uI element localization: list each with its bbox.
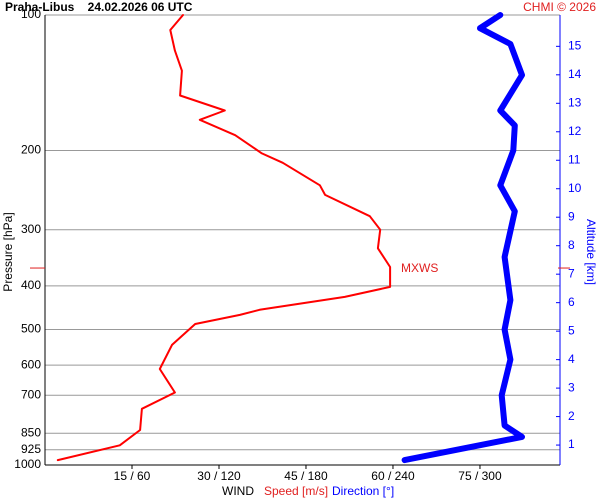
x-tick-label: 75 / 300 — [458, 469, 502, 483]
x-tick-label: 45 / 180 — [284, 469, 328, 483]
y2-tick-label: 8 — [568, 238, 575, 252]
y2-tick-label: 6 — [568, 295, 575, 309]
x-tick-label: 60 / 240 — [371, 469, 415, 483]
y2-tick-label: 12 — [568, 124, 582, 138]
x-tick-label: 15 / 60 — [114, 469, 151, 483]
y-tick-label: 400 — [21, 278, 41, 292]
y2-tick-label: 13 — [568, 95, 582, 109]
annotation: MXWS — [401, 261, 438, 275]
y-tick-label: 100 — [21, 7, 41, 21]
y-tick-label: 300 — [21, 222, 41, 236]
y2-tick-label: 10 — [568, 181, 582, 195]
series-line — [401, 12, 525, 464]
y2-tick-label: 1 — [568, 437, 575, 451]
y-tick-label: 1000 — [14, 457, 41, 471]
x-axis-label-direction: Direction [°] — [332, 484, 394, 498]
y2-tick-label: 14 — [568, 67, 582, 81]
y-tick-label: 600 — [21, 357, 41, 371]
y-axis-label: Pressure [hPa] — [1, 212, 15, 291]
y-tick-label: 500 — [21, 322, 41, 336]
y-tick-label: 850 — [21, 425, 41, 439]
y2-tick-label: 5 — [568, 323, 575, 337]
x-tick-label: 30 / 120 — [197, 469, 241, 483]
chart-title: Praha-Libus 24.02.2026 06 UTC — [5, 0, 193, 14]
y2-tick-label: 11 — [568, 152, 581, 166]
y-tick-label: 200 — [21, 143, 41, 157]
y-tick-label: 700 — [21, 387, 41, 401]
y2-tick-label: 2 — [568, 409, 575, 423]
y2-tick-label: 4 — [568, 352, 575, 366]
y2-tick-label: 15 — [568, 39, 582, 53]
y2-tick-label: 3 — [568, 380, 575, 394]
series-line — [56, 14, 392, 462]
x-axis-label-speed: Speed [m/s] — [264, 484, 328, 498]
y-tick-label: 925 — [21, 442, 41, 456]
y2-axis-label: Altitude [km] — [584, 219, 598, 285]
x-axis-label: WIND — [222, 484, 254, 498]
y2-tick-label: 9 — [568, 209, 575, 223]
credit: CHMI © 2026 — [523, 0, 596, 14]
y2-tick-label: 7 — [568, 266, 575, 280]
